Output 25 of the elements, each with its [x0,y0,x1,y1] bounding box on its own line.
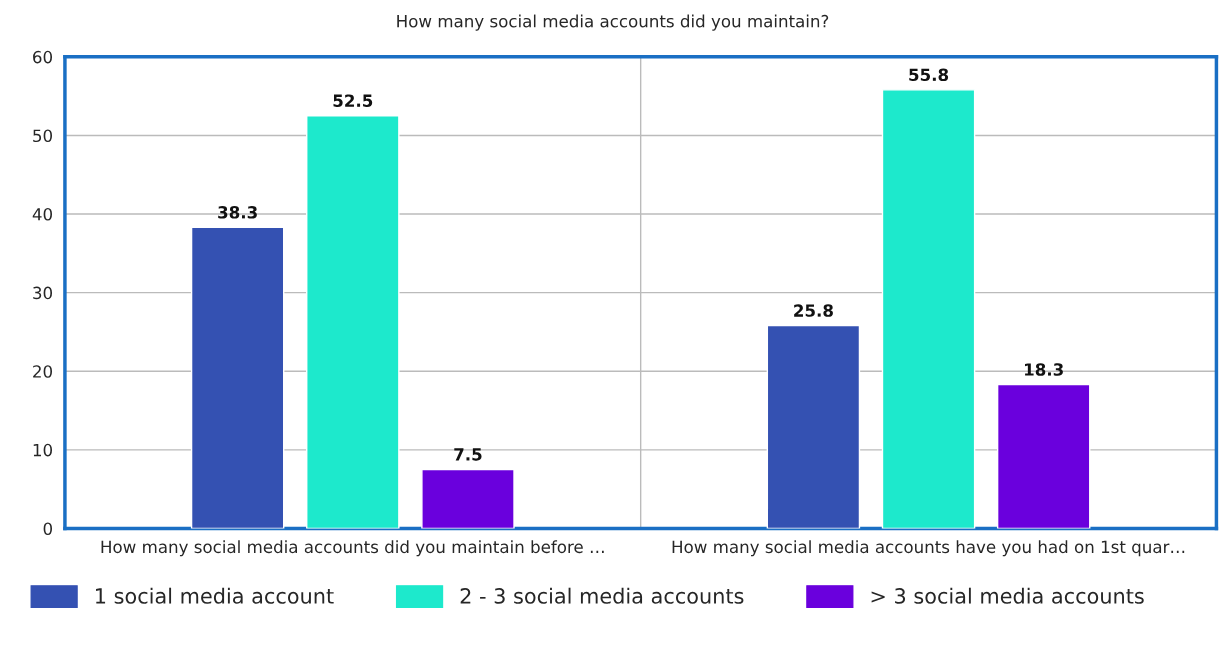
bar [881,89,976,529]
y-tick-label: 0 [43,522,53,535]
data-label: 55.8 [909,68,949,82]
data-label: 25.8 [794,304,833,317]
bar [421,468,515,529]
legend-label: 2 - 3 social media accounts [460,587,744,604]
x-tick-label: How many social media accounts have you had on 1st quar… [672,540,1185,557]
x-tick-label: How many social media accounts did you maintain before … [101,540,604,557]
chart-title: How many social media accounts did you maintain? [397,14,829,31]
data-label: 38.3 [218,206,257,219]
bar [306,115,400,529]
y-tick-label: 40 [32,208,53,221]
y-tick-label: 20 [33,365,53,378]
data-label: 7.5 [454,448,482,461]
y-tick-label: 10 [33,443,53,457]
y-tick-label: 60 [33,50,53,64]
y-tick-label: 30 [33,286,53,300]
legend-label: 1 social media account [96,587,334,604]
data-label: 52.5 [333,94,373,108]
data-label: 18.3 [1025,363,1063,376]
legend-label: > 3 social media accounts [871,587,1144,604]
bar [996,383,1091,529]
y-tick-label: 50 [33,129,53,143]
bar [766,324,861,529]
bar [190,226,285,529]
